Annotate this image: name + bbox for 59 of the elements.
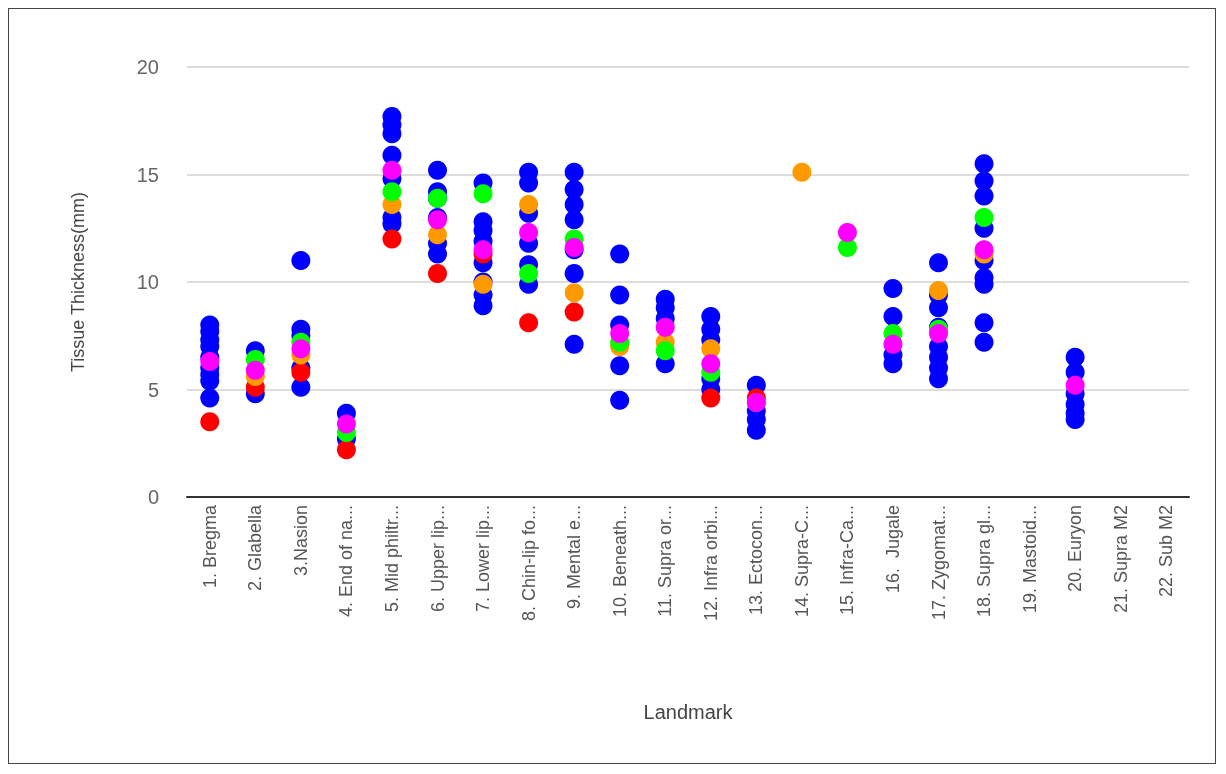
point xyxy=(245,360,265,380)
x-tick-label: 17. Zygomat... xyxy=(928,505,949,621)
point xyxy=(336,440,356,460)
y-tick-label: 15 xyxy=(136,163,159,186)
point xyxy=(883,334,903,354)
point xyxy=(929,281,948,301)
x-tick-label: 9. Mental e... xyxy=(564,505,585,610)
point xyxy=(291,362,311,382)
x-tick-label: 13. Ectocon... xyxy=(746,505,767,616)
point xyxy=(519,223,539,243)
x-tick-label: 10. Beneath... xyxy=(609,505,630,618)
x-tick-label: 8. Chin-lip fo... xyxy=(518,505,539,622)
point xyxy=(610,324,630,344)
x-tick-label: 15. Infra-Ca... xyxy=(837,505,858,616)
point xyxy=(564,283,584,303)
x-tick-label: 3.Nasion xyxy=(290,505,311,577)
y-axis-title: Tissue Thickness(mm) xyxy=(68,191,88,373)
x-axis-title: Landmark xyxy=(643,701,734,723)
y-tick-label: 5 xyxy=(147,378,159,401)
point xyxy=(519,263,539,283)
point xyxy=(837,223,857,243)
point xyxy=(200,412,220,432)
point xyxy=(291,339,311,359)
point xyxy=(564,302,584,322)
point xyxy=(974,208,994,227)
y-tick-label: 20 xyxy=(136,56,159,78)
x-tick-label: 16. Jugale xyxy=(882,505,903,594)
point xyxy=(655,341,675,361)
x-tick-label: 2. Glabella xyxy=(245,504,266,592)
point xyxy=(382,182,402,202)
point xyxy=(519,195,539,215)
point xyxy=(655,317,675,337)
point xyxy=(473,184,493,204)
point xyxy=(701,354,721,374)
x-tick-label: 14. Supra-C... xyxy=(791,505,812,618)
x-tick-label: 6. Upper lip... xyxy=(427,505,448,613)
point xyxy=(200,352,220,372)
x-tick-label: 4. End of na... xyxy=(336,505,357,618)
point xyxy=(792,162,812,182)
y-tick-label: 0 xyxy=(147,486,159,508)
x-tick-label: 7. Lower lip... xyxy=(473,505,494,613)
x-tick-label: 11. Supra or... xyxy=(655,505,676,617)
point xyxy=(382,160,402,180)
point xyxy=(701,388,721,408)
x-tick-label: 1. Bregma xyxy=(199,504,220,589)
point xyxy=(519,313,539,333)
y-tick-label: 10 xyxy=(136,271,159,293)
x-tick-label: 12. Infra orbi... xyxy=(700,505,721,622)
point xyxy=(929,324,948,344)
point xyxy=(428,263,447,283)
point xyxy=(382,229,402,249)
x-tick-label: 5. Mid philtr... xyxy=(381,505,402,613)
x-tick-label: 21. Supra M2 xyxy=(1110,505,1131,614)
x-tick-label: 18. Supra gl... xyxy=(974,505,995,618)
x-tick-label: 20. Euryon xyxy=(1065,505,1086,593)
point xyxy=(1065,375,1085,395)
point xyxy=(336,414,356,434)
x-tick-label: 22. Sub M2 xyxy=(1156,505,1177,598)
x-tick-label: 19. Mastoid... xyxy=(1019,505,1040,614)
